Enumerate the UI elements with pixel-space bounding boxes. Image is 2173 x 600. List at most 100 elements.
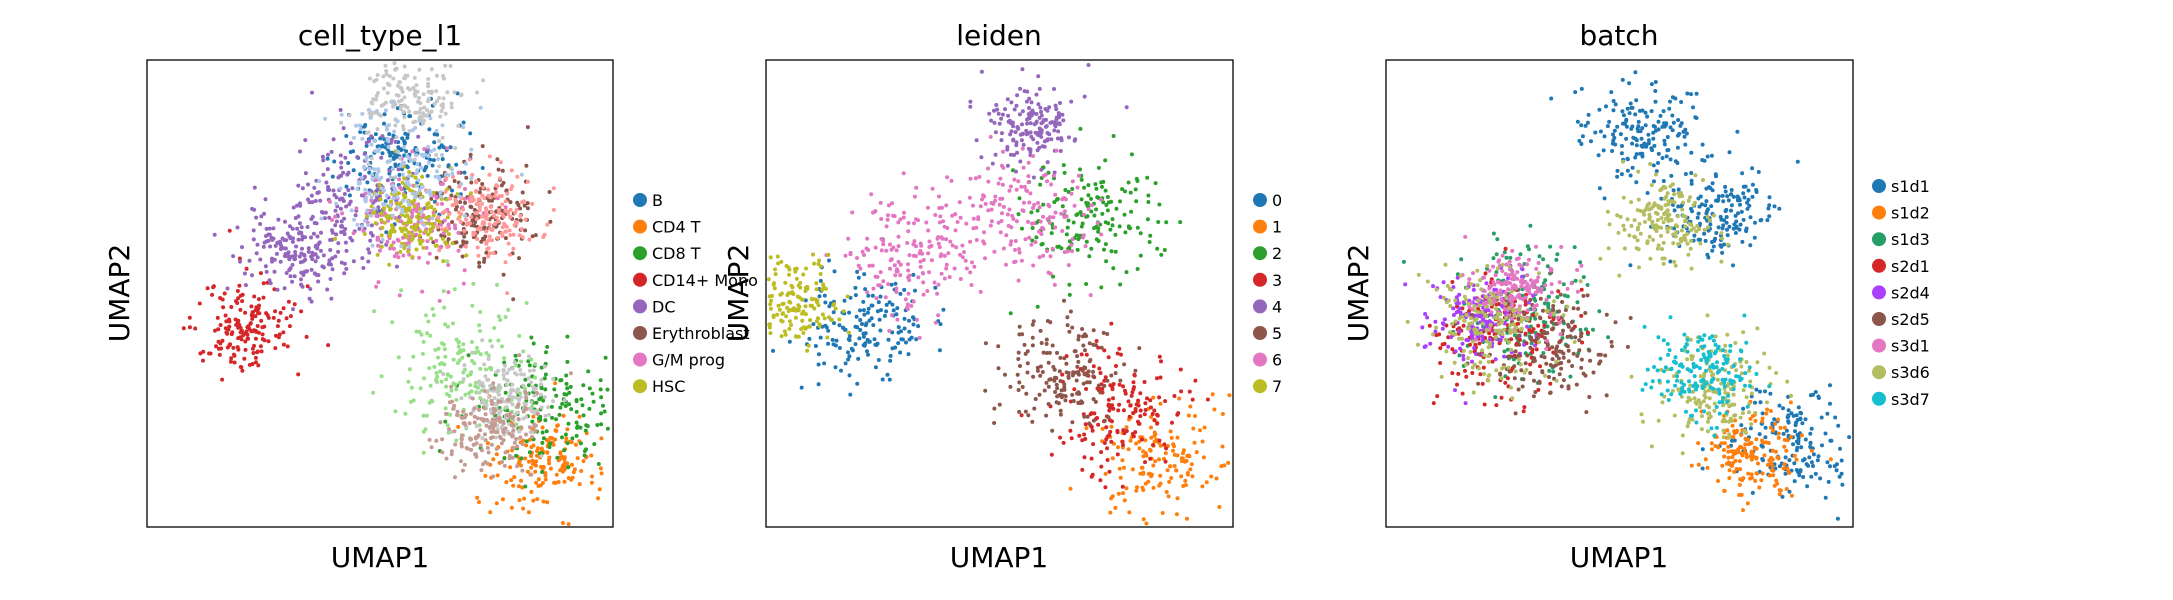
legend-label: 7	[1272, 377, 1282, 396]
data-point	[535, 449, 539, 454]
data-point	[213, 328, 217, 333]
data-point	[811, 252, 815, 257]
data-point	[1064, 232, 1069, 237]
data-point	[1005, 97, 1010, 102]
data-point	[885, 217, 890, 222]
data-point	[531, 498, 536, 503]
data-point	[1057, 244, 1061, 249]
data-point	[921, 280, 926, 285]
data-point	[514, 437, 518, 441]
data-point	[1683, 142, 1688, 147]
data-point	[1046, 270, 1051, 275]
data-point	[872, 337, 877, 342]
data-point	[999, 219, 1004, 223]
data-point	[1082, 185, 1087, 190]
data-point	[397, 177, 402, 182]
data-point	[1646, 141, 1651, 146]
data-point	[1636, 119, 1641, 124]
data-point	[394, 264, 399, 269]
data-point	[439, 109, 444, 114]
data-point	[1602, 196, 1607, 201]
data-point	[321, 172, 326, 177]
data-point	[427, 221, 432, 226]
data-point	[1654, 169, 1659, 174]
data-point	[1075, 247, 1080, 252]
data-point	[1227, 393, 1232, 398]
data-point	[933, 213, 938, 217]
data-point	[916, 324, 921, 329]
data-point	[385, 136, 390, 141]
data-point	[417, 110, 422, 115]
data-point	[501, 430, 506, 435]
data-point	[445, 423, 450, 428]
data-point	[1009, 100, 1014, 105]
data-point	[535, 453, 539, 458]
data-point	[1836, 423, 1841, 428]
data-point	[522, 386, 527, 391]
data-point	[479, 468, 484, 473]
data-point	[317, 179, 322, 184]
data-point	[1634, 152, 1639, 157]
data-point	[1157, 457, 1161, 462]
data-point	[1143, 460, 1147, 465]
data-point	[894, 312, 899, 317]
data-point	[1572, 245, 1577, 250]
data-point	[1722, 454, 1727, 459]
data-point	[1060, 112, 1065, 117]
data-point	[323, 116, 328, 121]
data-point	[1835, 516, 1840, 521]
data-point	[532, 462, 537, 467]
data-point	[983, 388, 988, 393]
data-point	[344, 134, 349, 138]
data-point	[266, 339, 271, 344]
data-point	[482, 196, 487, 201]
data-point	[933, 285, 938, 290]
data-point	[1066, 263, 1071, 268]
data-point	[1086, 193, 1091, 198]
data-point	[320, 154, 325, 159]
data-point	[1008, 152, 1013, 157]
data-point	[468, 131, 473, 136]
data-point	[1720, 463, 1725, 468]
legend-label: CD8 T	[652, 244, 701, 263]
data-point	[1186, 413, 1191, 418]
data-point	[1580, 340, 1585, 345]
data-point	[1730, 435, 1735, 440]
data-point	[830, 337, 835, 342]
data-point	[1094, 186, 1099, 191]
data-point	[1628, 101, 1633, 106]
data-point	[244, 266, 249, 271]
data-point	[1731, 194, 1736, 199]
data-point	[548, 219, 553, 224]
data-point	[1725, 233, 1730, 238]
data-point	[1080, 438, 1085, 443]
data-point	[1007, 188, 1012, 193]
data-point	[567, 402, 572, 407]
data-point	[273, 309, 278, 314]
data-point	[1039, 341, 1044, 345]
data-point	[238, 365, 243, 369]
data-point	[1020, 146, 1025, 151]
data-point	[1525, 244, 1530, 249]
data-point	[1079, 177, 1084, 182]
data-point	[243, 339, 248, 344]
data-point	[1019, 184, 1024, 189]
data-point	[402, 246, 407, 251]
data-point	[1678, 123, 1683, 128]
data-point	[392, 229, 397, 234]
data-point	[1116, 408, 1121, 413]
data-point	[599, 471, 604, 476]
data-point	[1139, 465, 1144, 470]
data-point	[541, 466, 545, 471]
data-point	[768, 331, 773, 336]
data-point	[1069, 191, 1074, 196]
data-point	[326, 152, 330, 157]
data-point	[1147, 240, 1152, 244]
data-point	[390, 167, 395, 172]
data-point	[834, 338, 839, 343]
data-point	[536, 416, 541, 421]
data-point	[907, 318, 911, 323]
data-point	[454, 162, 459, 167]
data-point	[1613, 102, 1618, 107]
data-point	[1082, 455, 1087, 460]
